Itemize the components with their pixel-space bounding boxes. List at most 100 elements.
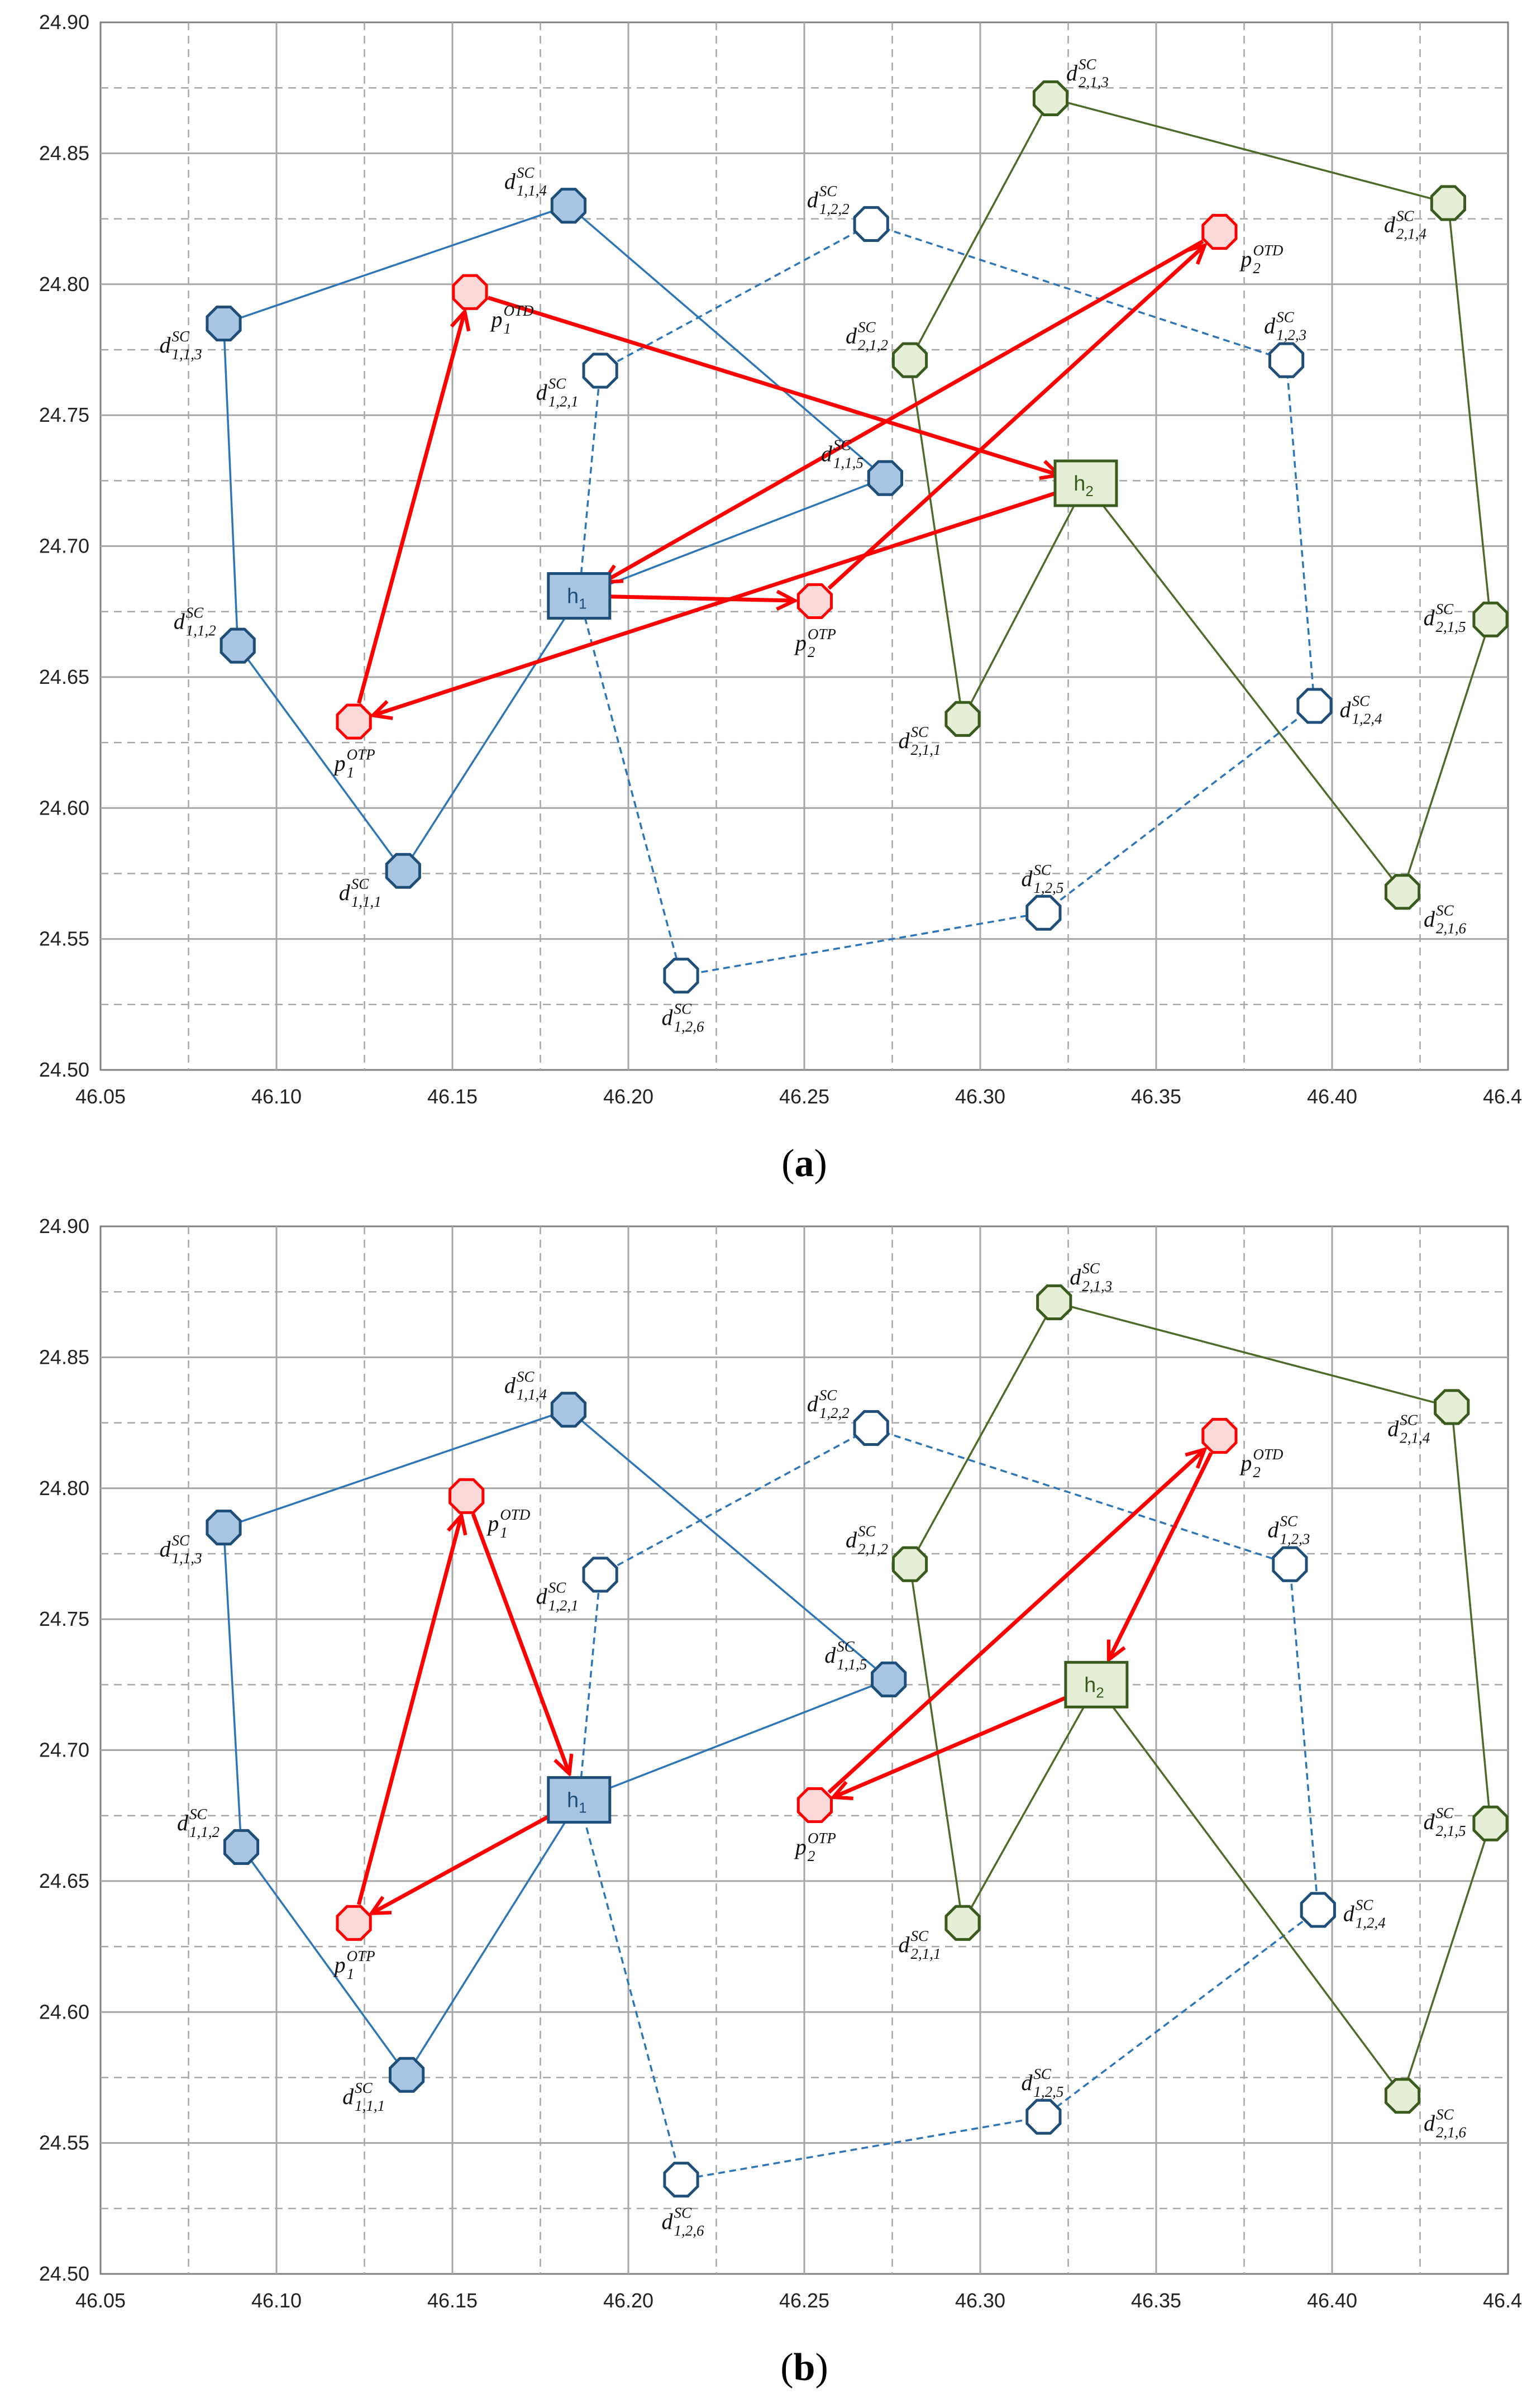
label-d212: d SC2,1,2	[846, 1523, 888, 1558]
label-sup: SC	[189, 1806, 208, 1822]
label-main: p	[333, 1952, 346, 1977]
node-p1otd	[449, 1478, 485, 1514]
label-sub: 2,1,1	[911, 1945, 941, 1962]
label-main: p	[333, 751, 346, 776]
label-sub: 1,1,3	[172, 1550, 202, 1567]
label-sub: 1,2,4	[1356, 1914, 1386, 1931]
x-tick-label: 46.15	[427, 2289, 478, 2312]
label-sub: 2,1,5	[1436, 618, 1466, 635]
label-main: d	[160, 1536, 171, 1562]
label-sup: SC	[517, 1368, 535, 1385]
label-sub: 1,2,1	[548, 393, 579, 410]
y-tick-label: 24.85	[39, 141, 89, 164]
route-line	[909, 1301, 1492, 2098]
label-d111: d SC1,1,1	[342, 2079, 385, 2114]
label-sup: SC	[1033, 2066, 1052, 2082]
arrow	[371, 1811, 557, 1914]
node-d121	[582, 1557, 618, 1593]
arrow	[605, 597, 795, 601]
label-d115: d SC1,1,5	[821, 437, 863, 472]
label-sup: OTD	[504, 302, 535, 319]
label-d112: d SC1,1,2	[174, 605, 216, 639]
label-d214: d SC2,1,4	[1387, 1411, 1430, 1446]
x-tick-label: 46.30	[955, 1085, 1005, 1108]
label-main: d	[1387, 1416, 1399, 1441]
label-main: d	[339, 880, 351, 905]
node-d126	[663, 2162, 699, 2198]
y-tick-label: 24.65	[39, 665, 89, 688]
node-p1otd	[452, 274, 488, 310]
label-sub: 1,1,4	[517, 1386, 547, 1403]
hub-label-h1: h1	[567, 1789, 587, 1816]
label-sub: 1,1,2	[186, 622, 216, 639]
label-d126: d SC1,2,6	[662, 2204, 705, 2239]
x-tick-label: 46.35	[1131, 1085, 1181, 1108]
panel-b: 46.05 46.10 46.15 46.20 46.25 46.30 46.35 46.40…	[0, 1204, 1522, 2408]
label-sup: SC	[1082, 1260, 1100, 1277]
label-sub: 1,2,5	[1033, 2083, 1063, 2100]
label-sub: 2	[1253, 260, 1261, 277]
x-tick-label: 46.15	[427, 1085, 478, 1108]
label-main: d	[1424, 2110, 1435, 2135]
label-main: d	[807, 187, 819, 212]
node-d126	[663, 958, 699, 994]
label-main: p	[1239, 1450, 1252, 1476]
label-sup: SC	[548, 1579, 567, 1596]
label-main: d	[1424, 906, 1435, 931]
y-tick-label: 24.80	[39, 1477, 89, 1500]
label-sup: OTD	[500, 1506, 531, 1523]
label-sub: 2,1,4	[1396, 225, 1426, 242]
label-sub: 2,1,6	[1436, 920, 1467, 936]
panel-label: (a)	[781, 1142, 827, 1185]
label-sup: SC	[1356, 1896, 1374, 1913]
label-sub: 2,1,2	[858, 1541, 888, 1558]
arrow	[833, 1693, 1073, 1797]
label-main: d	[899, 728, 910, 753]
label-sup: OTD	[1253, 242, 1284, 259]
arrow	[487, 296, 1059, 475]
node-d216	[1384, 874, 1421, 910]
label-sub: 1	[347, 1966, 355, 1982]
label-sup: SC	[674, 2204, 693, 2221]
label-d123: d SC1,2,3	[1267, 1513, 1310, 1548]
label-sub: 1,2,1	[548, 1597, 579, 1614]
label-sub: 2,1,4	[1400, 1429, 1430, 1446]
label-sub: 1,1,4	[517, 182, 547, 199]
label-main: d	[504, 1373, 516, 1398]
label-sub: 1	[347, 764, 355, 781]
node-d122	[853, 206, 889, 242]
label-sup: SC	[1436, 601, 1454, 617]
label-main: d	[1021, 866, 1033, 891]
node-d111	[385, 853, 421, 889]
hub-h2	[1053, 459, 1118, 507]
label-p1otp: p OTP 1	[333, 1948, 375, 1982]
label-d212: d SC2,1,2	[846, 319, 888, 354]
label-main: d	[824, 1643, 836, 1668]
label-main: d	[536, 1583, 548, 1608]
label-d126: d SC1,2,6	[662, 1000, 705, 1035]
arrow	[357, 312, 465, 704]
hub-h1	[547, 1776, 612, 1824]
arrow	[827, 1449, 1205, 1794]
label-sup: SC	[172, 1532, 190, 1549]
label-sup: OTP	[347, 746, 375, 763]
label-sub: 1,2,5	[1033, 879, 1063, 896]
y-tick-label: 24.70	[39, 535, 89, 558]
label-d214: d SC2,1,4	[1384, 207, 1426, 242]
label-sup: SC	[517, 164, 535, 181]
label-main: p	[794, 1834, 807, 1859]
x-tick-label: 46.10	[251, 1085, 302, 1108]
label-sub: 1,2,4	[1352, 710, 1382, 727]
route-line	[909, 97, 1492, 894]
label-main: p	[1239, 246, 1252, 272]
node-d112	[220, 627, 256, 664]
label-sup: SC	[172, 328, 190, 345]
label-sub: 1,1,2	[189, 1824, 220, 1840]
node-d112	[223, 1829, 260, 1865]
arrow	[373, 489, 1061, 716]
y-tick-label: 24.55	[39, 927, 89, 950]
